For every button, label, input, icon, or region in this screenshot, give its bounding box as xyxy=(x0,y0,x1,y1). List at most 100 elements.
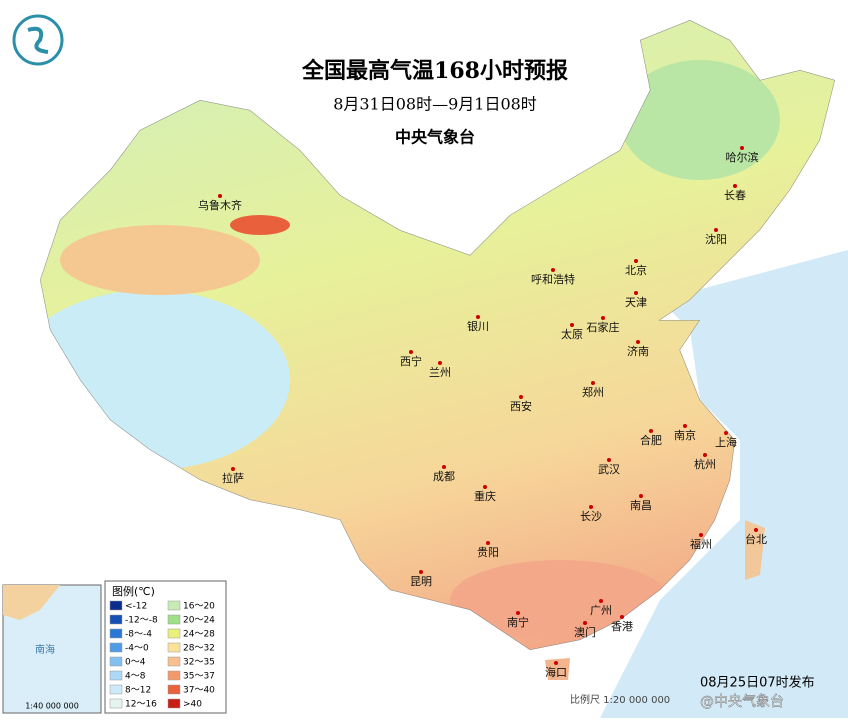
city-dot xyxy=(724,431,728,435)
legend-swatch xyxy=(167,698,181,709)
city-dot xyxy=(438,361,442,365)
legend-swatch xyxy=(109,684,123,695)
legend-label: 24～28 xyxy=(183,630,215,640)
city-label: 长春 xyxy=(724,189,746,202)
inset-scale: 1:40 000 000 xyxy=(25,702,79,711)
subtitle: 8月31日08时—9月1日08时 xyxy=(333,95,537,114)
legend-label: 37～40 xyxy=(183,686,215,696)
legend-label: 16～20 xyxy=(183,602,215,612)
city-dot xyxy=(683,424,687,428)
city-dot xyxy=(551,268,555,272)
sea xyxy=(600,250,848,718)
legend-label: 35～37 xyxy=(183,672,215,682)
legend-label: -4～0 xyxy=(125,644,149,654)
legend-items: <-12 -12～-8 -8～-4 -4～0 0～4 4～8 8～12 12～16 16～20 2… xyxy=(109,600,215,710)
legend-label: 32～35 xyxy=(183,658,215,668)
south-hot xyxy=(450,560,670,640)
city-dot xyxy=(476,315,480,319)
legend-swatch xyxy=(167,670,181,681)
city-dot xyxy=(483,485,487,489)
scale: 比例尺 1:20 000 000 xyxy=(570,693,670,706)
inset-label: 南海 xyxy=(35,643,55,656)
city-label: 沈阳 xyxy=(705,232,727,246)
city-dot xyxy=(218,194,222,198)
city-label: 南京 xyxy=(674,428,696,442)
city-label: 贵阳 xyxy=(477,546,499,559)
city-dot xyxy=(620,615,624,619)
legend-label: 4～8 xyxy=(125,672,146,682)
city-label: 澳门 xyxy=(574,625,596,639)
turpan-hot xyxy=(230,215,290,235)
taiwan xyxy=(745,520,765,580)
city-label: 台北 xyxy=(745,532,767,546)
city-label: 昆明 xyxy=(410,575,432,588)
city-dot xyxy=(733,184,737,188)
publish-time: 08月25日07时发布 xyxy=(700,675,815,691)
legend-label: 8～12 xyxy=(125,686,151,696)
city-dot xyxy=(599,599,603,603)
city-dot xyxy=(589,505,593,509)
city-dot xyxy=(486,541,490,545)
city-label: 合肥 xyxy=(640,433,662,447)
city-label: 呼和浩特 xyxy=(531,272,575,286)
legend-swatch xyxy=(109,614,123,625)
legend-title: 图例(℃) xyxy=(112,584,155,598)
city-label: 北京 xyxy=(625,263,647,277)
city-label: 哈尔滨 xyxy=(726,150,759,164)
city-dot xyxy=(634,259,638,263)
city-dot xyxy=(649,429,653,433)
city-dot xyxy=(519,395,523,399)
hainan xyxy=(545,658,570,680)
city-label: 乌鲁木齐 xyxy=(198,198,242,212)
legend-swatch xyxy=(109,642,123,653)
logo-mark xyxy=(27,26,49,54)
city-dot xyxy=(636,340,640,344)
city-dot xyxy=(639,494,643,498)
legend-swatch xyxy=(167,684,181,695)
legend-swatch xyxy=(109,698,123,709)
legend-swatch xyxy=(167,628,181,639)
legend-label: -12～-8 xyxy=(125,616,158,626)
city-label: 郑州 xyxy=(582,385,604,399)
city-label: 西安 xyxy=(510,399,532,413)
legend-label: 20～24 xyxy=(183,616,215,626)
city-dot xyxy=(409,350,413,354)
legend-swatch xyxy=(109,670,123,681)
city-label: 成都 xyxy=(433,470,455,483)
city-label: 兰州 xyxy=(429,366,451,379)
city-dot xyxy=(442,465,446,469)
city-dot xyxy=(601,316,605,320)
city-dot xyxy=(634,291,638,295)
city-dot xyxy=(699,533,703,537)
legend-label: >40 xyxy=(183,700,202,710)
city-label: 南宁 xyxy=(507,615,529,629)
city-label: 福州 xyxy=(690,537,712,551)
northeast-mild xyxy=(620,60,780,180)
city-label: 海口 xyxy=(545,665,567,679)
city-dot xyxy=(570,323,574,327)
city-dot xyxy=(419,570,423,574)
city-dot xyxy=(754,528,758,532)
city-label: 太原 xyxy=(561,328,583,341)
city-label: 香港 xyxy=(611,620,633,633)
legend-swatch xyxy=(167,642,181,653)
city-dot xyxy=(703,453,707,457)
legend-label: 28～32 xyxy=(183,644,215,654)
city-label: 上海 xyxy=(715,435,737,449)
legend-swatch xyxy=(109,656,123,667)
city-label: 天津 xyxy=(625,296,647,309)
city-label: 广州 xyxy=(590,604,612,617)
city-dot xyxy=(714,228,718,232)
city-label: 杭州 xyxy=(694,457,716,471)
city-dot xyxy=(554,661,558,665)
city-dot xyxy=(607,458,611,462)
city-label: 银川 xyxy=(467,319,489,333)
agency: 中央气象台 xyxy=(395,128,475,147)
legend-swatch xyxy=(109,600,123,611)
city-label: 重庆 xyxy=(474,489,496,503)
city-label: 长沙 xyxy=(580,510,602,523)
city-dot xyxy=(591,381,595,385)
legend-label: <-12 xyxy=(125,602,147,612)
